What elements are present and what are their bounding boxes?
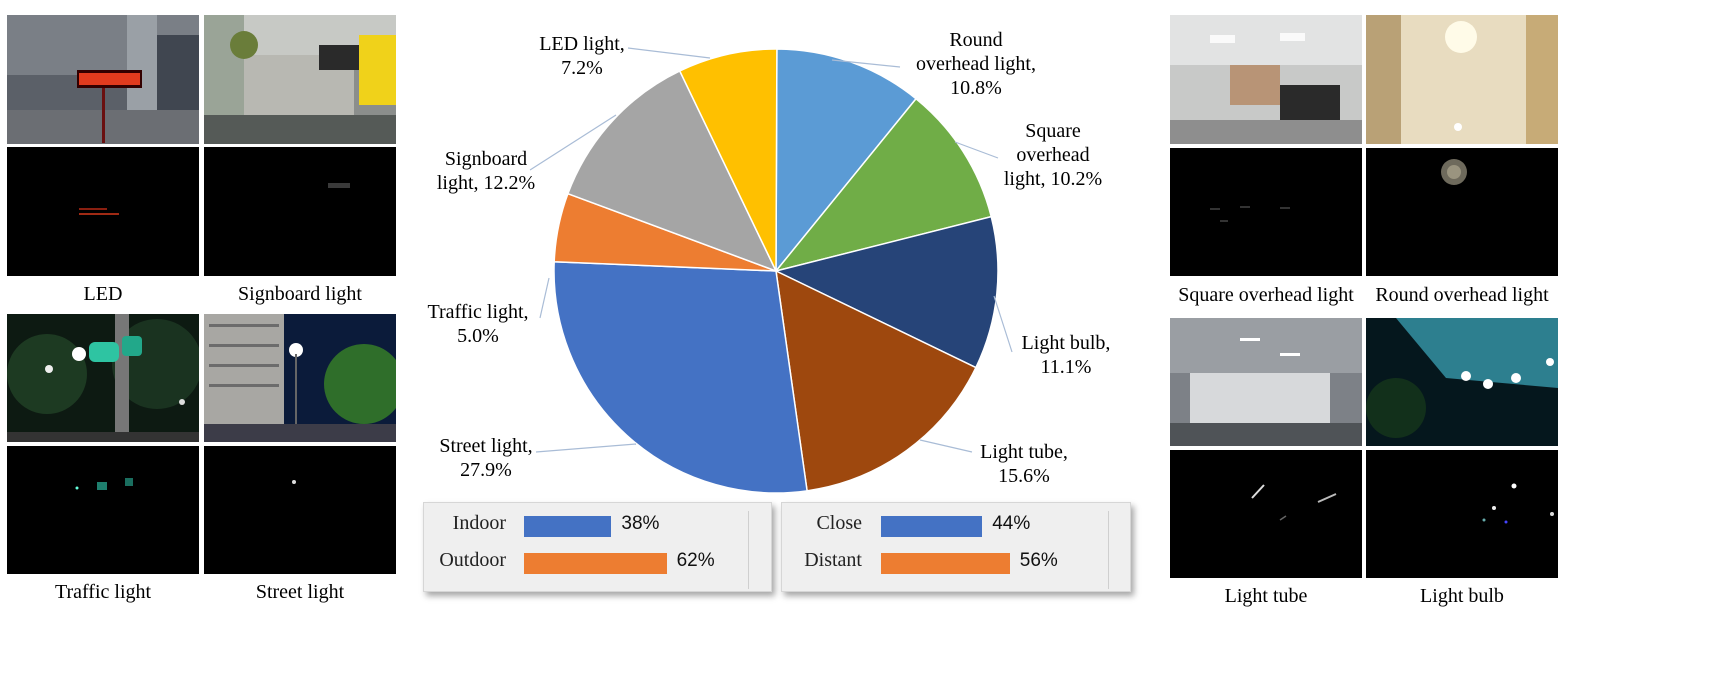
light-bulb-photo-night	[1366, 450, 1558, 578]
pie-label-traffic-light: Traffic light, 5.0%	[427, 301, 528, 347]
pie-slice-street-light	[553, 260, 808, 494]
pie-slice-light-tube	[775, 269, 977, 492]
gridline	[1108, 511, 1109, 589]
pie-label-light-bulb: Light bulb, 11.1%	[1022, 332, 1111, 378]
bar-label-indoor: Indoor	[452, 512, 506, 534]
street-photo-day	[204, 314, 396, 442]
bar-value-distant: 56%	[1019, 550, 1058, 571]
bar-indoor	[524, 516, 612, 537]
pie-slice-led-light	[678, 48, 778, 272]
leader-line	[529, 114, 617, 171]
pie-label-street-light: Street light, 27.9%	[439, 435, 532, 481]
pie-label-round-overhead-light: Round overhead light, 10.8%	[916, 29, 1036, 99]
pie-slice-light-bulb	[773, 215, 999, 369]
traffic-photo-day	[7, 314, 199, 442]
bar-label-outdoor: Outdoor	[439, 549, 506, 571]
signboard-photo-day	[204, 15, 396, 144]
bar-row-close: Close 44%	[782, 512, 1130, 540]
led-photo-day	[7, 15, 199, 144]
square-overhead-photo-day	[1170, 15, 1362, 144]
square-overhead-photo-night	[1170, 148, 1362, 276]
signboard-photo-night	[204, 147, 396, 276]
led-caption: LED	[83, 283, 123, 305]
bar-row-distant: Distant 56%	[782, 549, 1130, 577]
pie-label-signboard-light: Signboard light, 12.2%	[437, 148, 535, 194]
traffic-caption: Traffic light	[54, 581, 152, 603]
bar-outdoor	[524, 553, 667, 574]
signboard-caption: Signboard light	[238, 283, 362, 305]
light-tube-photo-day	[1170, 318, 1362, 446]
light-tube-photo-night	[1170, 450, 1362, 578]
leader-line	[954, 141, 999, 159]
square-overhead-caption: Square overhead light	[1178, 284, 1354, 306]
bar-value-outdoor: 62%	[676, 550, 715, 571]
leader-line	[535, 443, 637, 453]
pie-slice-signboard-light	[566, 69, 778, 273]
light-bulb-photo-day	[1366, 318, 1558, 446]
bar-close	[881, 516, 983, 537]
light-tube-caption: Light tube	[1224, 585, 1308, 607]
close-distant-panel: Close 44% Distant 56%	[781, 502, 1131, 592]
bar-label-close: Close	[816, 512, 862, 534]
round-overhead-caption: Round overhead light	[1375, 284, 1549, 306]
street-caption: Street light	[255, 581, 345, 603]
led-photo-night	[7, 147, 199, 276]
light-bulb-caption: Light bulb	[1420, 585, 1504, 607]
leader-line	[919, 439, 973, 453]
indoor-outdoor-panel: Indoor 38% Outdoor 62%	[423, 502, 772, 592]
leader-line	[831, 59, 901, 68]
pie-label-light-tube: Light tube, 15.6%	[980, 441, 1068, 487]
leader-line	[993, 295, 1013, 353]
gridline	[748, 511, 749, 589]
leader-line	[539, 277, 550, 319]
pie-slice-square-overhead-light	[773, 97, 993, 273]
round-overhead-photo-night	[1366, 148, 1558, 276]
pie-label-square-overhead-light: Square overhead light, 10.2%	[1004, 120, 1102, 190]
bar-row-outdoor: Outdoor 62%	[424, 549, 771, 577]
round-overhead-photo-day	[1366, 15, 1558, 144]
pie-label-led-light: LED light, 7.2%	[539, 33, 625, 79]
traffic-photo-night	[7, 446, 199, 574]
street-photo-night	[204, 446, 396, 574]
leader-line	[627, 47, 711, 59]
bar-value-close: 44%	[992, 513, 1031, 534]
bar-row-indoor: Indoor 38%	[424, 512, 771, 540]
bar-label-distant: Distant	[804, 549, 862, 571]
bar-distant	[881, 553, 1010, 574]
bar-value-indoor: 38%	[621, 513, 660, 534]
